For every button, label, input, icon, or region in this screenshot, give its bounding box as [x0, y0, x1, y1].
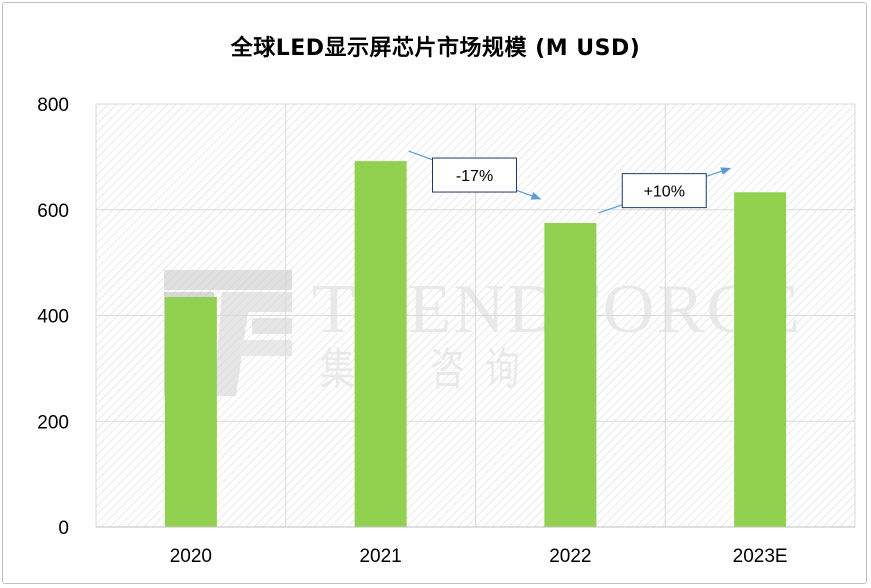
chart-title: 全球LED显示屏芯片市场规模 (M USD)	[230, 36, 641, 61]
growth-label: -17%	[456, 168, 493, 185]
y-tick-label: 800	[37, 95, 69, 116]
bar-2020	[164, 296, 217, 527]
growth-label: +10%	[644, 184, 685, 201]
y-tick-label: 0	[58, 518, 69, 539]
y-tick-label: 400	[37, 307, 69, 328]
y-tick-label: 200	[37, 412, 69, 433]
growth-label-box	[432, 157, 517, 193]
growth-label-box	[621, 173, 707, 209]
watermark-cjk-text: 集邦咨询	[320, 344, 540, 395]
bar-2022	[544, 222, 597, 527]
y-tick-label: 600	[37, 201, 69, 222]
x-tick-label: 2022	[549, 546, 591, 567]
x-tick-label: 2021	[359, 546, 401, 567]
bar-2023e	[734, 192, 787, 527]
bar-2021	[354, 161, 407, 528]
x-tick-label: 2023E	[733, 546, 788, 567]
x-tick-label: 2020	[170, 546, 212, 567]
